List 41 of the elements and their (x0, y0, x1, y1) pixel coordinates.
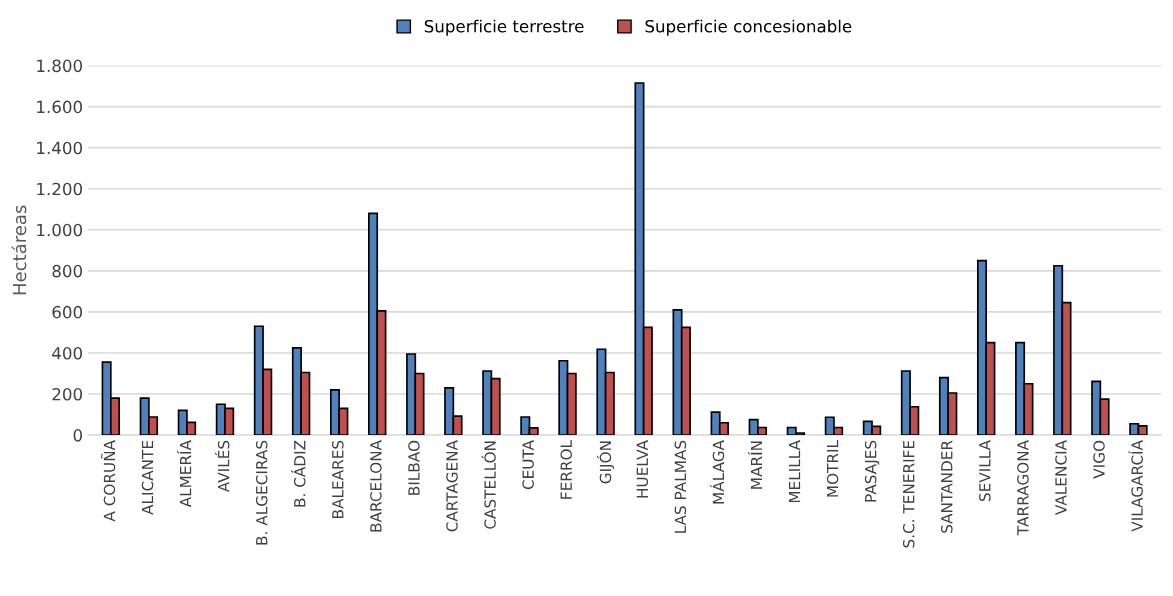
x-tick-label: MÁLAGA (709, 440, 725, 504)
y-tick-label: 1.000 (37, 223, 83, 237)
x-tick-label: CARTAGENA (446, 440, 458, 532)
x-tick-label: PASAJES (864, 440, 880, 502)
y-tick-label: 1.600 (37, 100, 83, 114)
x-tick-label: S.C. TENERIFE (902, 440, 915, 548)
x-tick-label: A CORUÑA (100, 440, 116, 522)
x-tick-label: LAS PALMAS (674, 440, 687, 533)
x-tick-label: MARÍN (747, 441, 763, 489)
legend-label: Superficie concesionable (645, 19, 852, 36)
legend-label: Superficie terrestre (424, 19, 584, 36)
y-tick-label: 1.200 (37, 182, 83, 196)
x-tick-label: SANTANDER (941, 440, 953, 533)
x-tick-label: VALENCIA (1055, 440, 1067, 515)
x-tick-label: BALEARES (332, 440, 344, 518)
x-tick-label: TARRAGONA (1017, 440, 1029, 536)
x-tick-label: MOTRIL (826, 440, 839, 497)
x-tick-label: HUELVA (636, 440, 649, 498)
y-tick-label: 400 (52, 346, 83, 360)
x-tick-label: FERROL (560, 440, 572, 499)
y-tick-label: 0 (73, 429, 83, 442)
x-tick-label: VILAGARCÍA (1128, 440, 1143, 532)
x-tick-label: ALICANTE (141, 440, 154, 515)
x-tick-label: SEVILLA (979, 440, 991, 502)
y-tick-label: 600 (52, 305, 83, 319)
y-axis-title: Hectáreas (11, 205, 27, 295)
y-tick-label: 1.800 (37, 59, 83, 73)
x-tick-label: AVILÉS (215, 440, 230, 493)
x-tick-label: GIJÓN (596, 441, 615, 484)
x-tick-label: VIGO (1093, 440, 1105, 479)
x-tick-label: B. CÁDIZ (291, 440, 306, 507)
x-tick-label: CASTELLÓN (481, 441, 496, 529)
x-tick-label: CEUTA (522, 440, 534, 490)
y-tick-label: 800 (52, 264, 83, 278)
x-tick-label: BARCELONA (370, 440, 382, 532)
x-tick-label: ALMERÍA (177, 440, 192, 508)
y-tick-label: 1.400 (37, 141, 83, 155)
y-tick-label: 200 (52, 387, 83, 401)
x-tick-label: MELILLA (788, 440, 801, 503)
x-tick-label: BILBAO (408, 440, 420, 495)
x-tick-label: B. ALGECIRAS (255, 440, 268, 545)
